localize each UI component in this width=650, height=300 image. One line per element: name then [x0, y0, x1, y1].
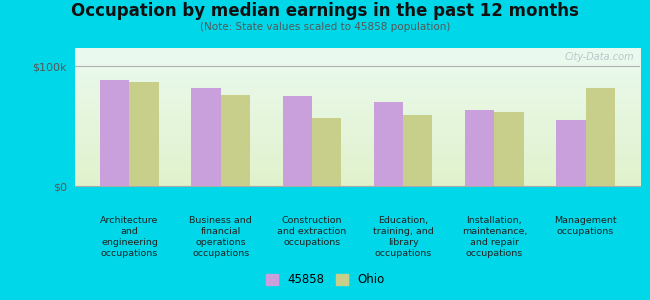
Text: Architecture
and
engineering
occupations: Architecture and engineering occupations [100, 216, 159, 258]
Bar [586, 88, 615, 186]
Bar [556, 120, 586, 186]
Legend: 45858, Ohio: 45858, Ohio [261, 269, 389, 291]
Bar [221, 95, 250, 186]
Text: Installation,
maintenance,
and repair
occupations: Installation, maintenance, and repair oc… [462, 216, 527, 258]
Bar [129, 82, 159, 186]
Bar [283, 96, 312, 186]
Bar [374, 102, 403, 186]
Bar [100, 80, 129, 186]
Bar [312, 118, 341, 186]
Bar [403, 115, 432, 186]
Text: Management
occupations: Management occupations [554, 216, 617, 236]
Bar [494, 112, 523, 186]
Bar [465, 110, 494, 186]
Text: Construction
and extraction
occupations: Construction and extraction occupations [278, 216, 346, 247]
Text: (Note: State values scaled to 45858 population): (Note: State values scaled to 45858 popu… [200, 22, 450, 32]
Text: Occupation by median earnings in the past 12 months: Occupation by median earnings in the pas… [71, 2, 579, 20]
Text: Education,
training, and
library
occupations: Education, training, and library occupat… [372, 216, 434, 258]
Text: City-Data.com: City-Data.com [565, 52, 634, 62]
Text: Business and
financial
operations
occupations: Business and financial operations occupa… [189, 216, 252, 258]
Bar [192, 88, 221, 186]
